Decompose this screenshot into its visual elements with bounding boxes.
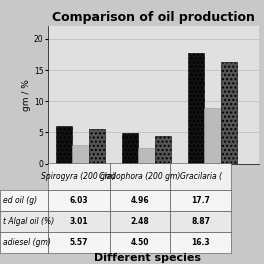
Text: 5.57: 5.57	[69, 238, 88, 247]
Bar	[138, 148, 155, 164]
Bar	[170, 190, 231, 211]
Bar	[110, 211, 170, 232]
Bar	[170, 163, 231, 190]
Text: Cladophora (200 gm): Cladophora (200 gm)	[99, 172, 181, 181]
Bar	[0, 190, 48, 211]
Bar	[122, 133, 138, 164]
Bar	[0, 211, 48, 232]
Bar	[56, 126, 72, 164]
Bar	[89, 129, 105, 164]
Text: 2.48: 2.48	[130, 217, 149, 226]
Title: Comparison of oil production: Comparison of oil production	[52, 11, 254, 24]
Text: ed oil (g): ed oil (g)	[3, 196, 37, 205]
Bar	[72, 145, 89, 164]
Text: 4.50: 4.50	[131, 238, 149, 247]
Bar	[48, 211, 110, 232]
Bar	[0, 232, 48, 253]
Bar	[204, 108, 221, 164]
Text: t Algal oil (%): t Algal oil (%)	[3, 217, 54, 226]
Text: 17.7: 17.7	[191, 196, 210, 205]
Bar	[110, 163, 170, 190]
Bar	[155, 136, 171, 164]
Text: adiesel (gm): adiesel (gm)	[3, 238, 50, 247]
Bar	[110, 232, 170, 253]
Bar	[170, 232, 231, 253]
Text: Spirogyra (200 gm): Spirogyra (200 gm)	[41, 172, 116, 181]
Text: 4.96: 4.96	[131, 196, 149, 205]
Text: Different species: Different species	[94, 253, 201, 263]
Bar	[48, 190, 110, 211]
Text: 16.3: 16.3	[191, 238, 210, 247]
Bar	[110, 190, 170, 211]
Text: 8.87: 8.87	[191, 217, 210, 226]
Bar	[188, 53, 204, 164]
Bar	[221, 62, 237, 164]
Bar	[170, 211, 231, 232]
Text: 6.03: 6.03	[69, 196, 88, 205]
Bar	[48, 232, 110, 253]
Bar	[48, 163, 110, 190]
Text: 3.01: 3.01	[69, 217, 88, 226]
Text: Gracilaria (: Gracilaria (	[180, 172, 222, 181]
Y-axis label: gm / %: gm / %	[22, 79, 31, 111]
